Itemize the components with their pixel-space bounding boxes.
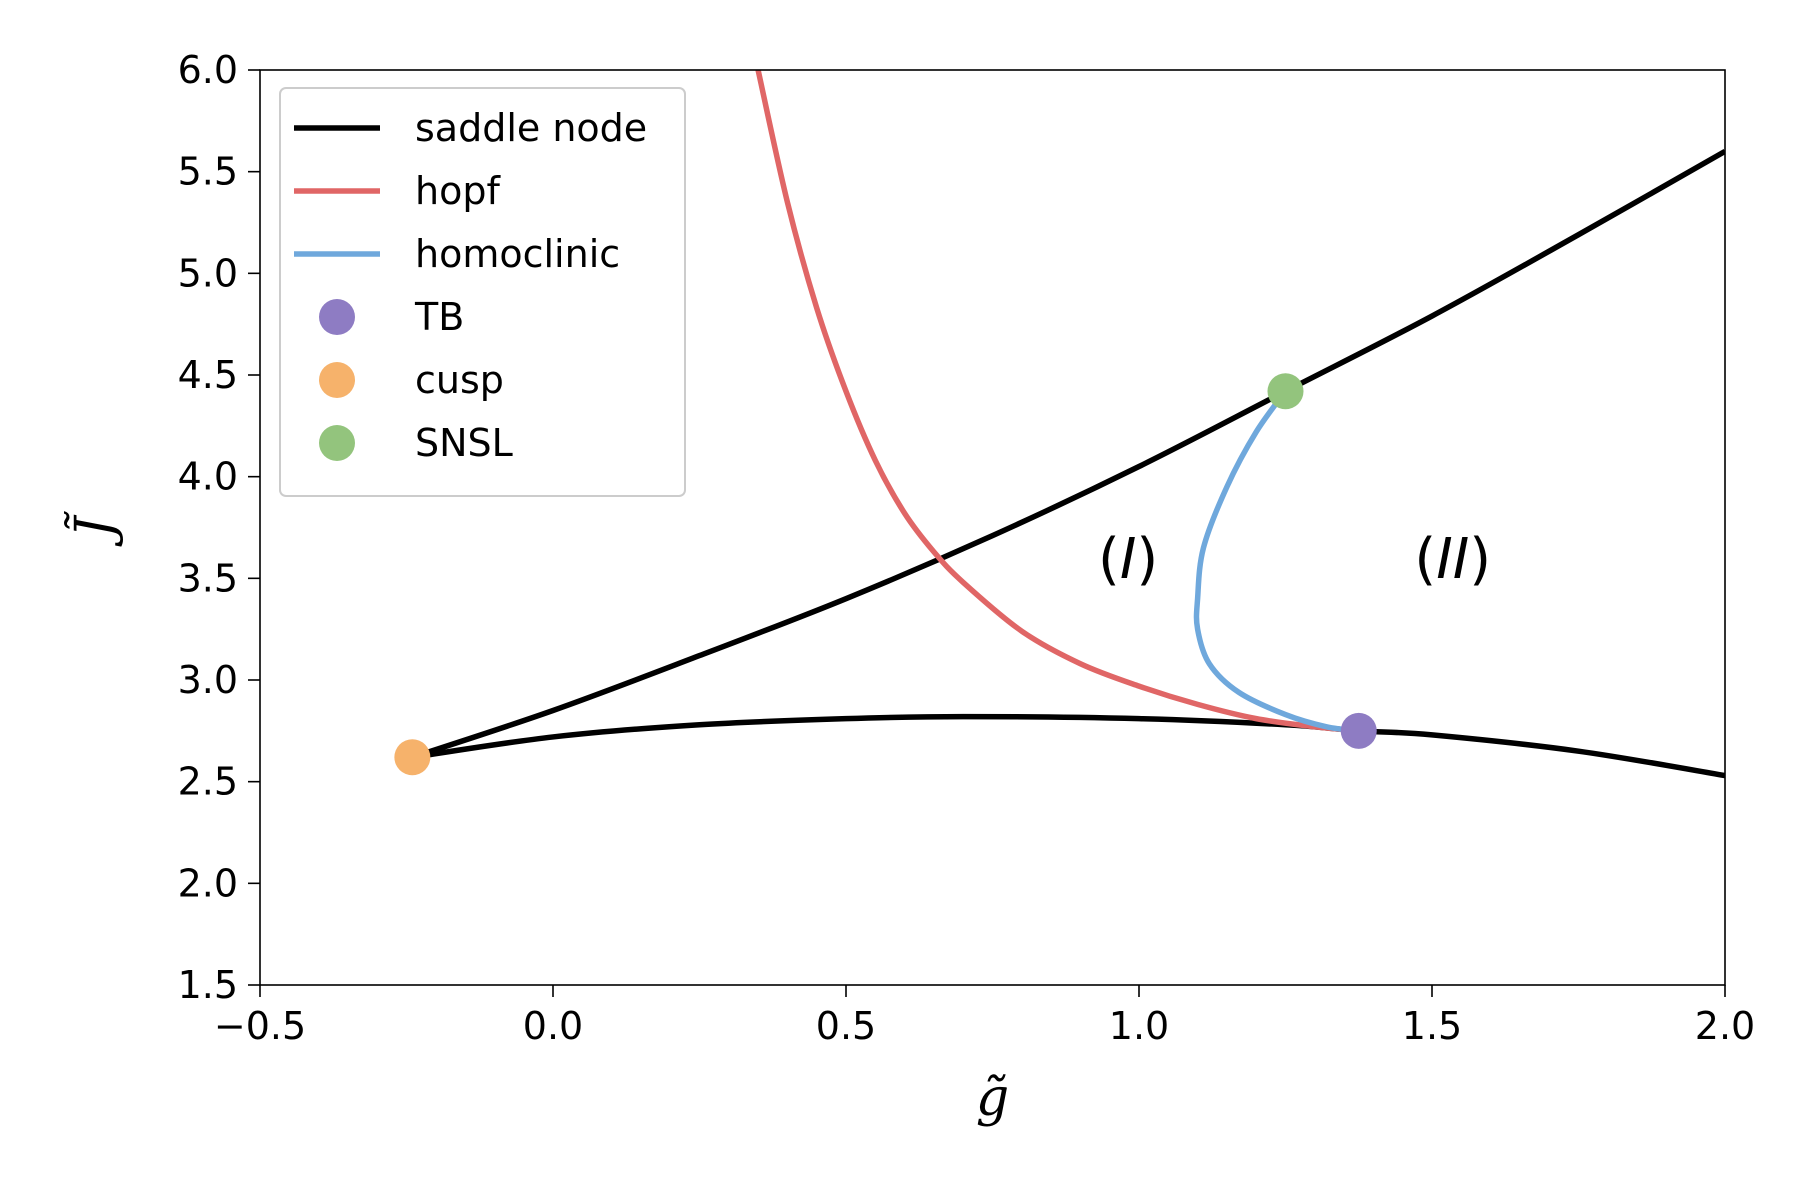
series-layer <box>411 70 1725 779</box>
legend-box <box>279 87 686 497</box>
homoclinic-line <box>1193 389 1360 734</box>
plot-frame <box>259 69 1726 986</box>
y-tick-label: 2.0 <box>178 861 238 905</box>
legend-swatch <box>319 299 355 335</box>
y-axis: 1.5 2.0 2.5 3.0 3.5 4.0 4.5 5.0 5.5 6.0 <box>178 48 260 1007</box>
y-tick-label: 6.0 <box>178 48 238 92</box>
y-tick-label: 5.0 <box>178 251 238 295</box>
y-tick-label: 3.5 <box>178 556 238 600</box>
legend: saddle node hopf homoclinic TB cusp SNSL <box>279 87 686 497</box>
marker-layer <box>394 373 1377 776</box>
legend-label: homoclinic <box>415 232 620 276</box>
saddle-node-line <box>411 713 1725 779</box>
x-axis-label: g̃ <box>976 1068 1009 1128</box>
cusp-marker <box>394 739 431 776</box>
x-tick-label: 1.0 <box>1109 1004 1169 1048</box>
x-tick-label: −0.5 <box>214 1004 306 1048</box>
snsl-marker <box>1267 373 1304 410</box>
y-tick-label: 4.5 <box>178 353 238 397</box>
legend-label: SNSL <box>415 421 513 465</box>
y-tick-label: 1.5 <box>178 963 238 1007</box>
annotation-layer: (I) (II) <box>1098 527 1491 592</box>
tb-marker <box>1340 712 1377 749</box>
legend-label: hopf <box>415 169 501 213</box>
legend-swatch <box>319 362 355 398</box>
x-tick-label: 0.5 <box>816 1004 876 1048</box>
y-tick-label: 5.5 <box>178 150 238 194</box>
y-tick-label: 3.0 <box>178 658 238 702</box>
saddle-node-line <box>411 148 1725 760</box>
hopf-line <box>755 70 1360 734</box>
legend-label: cusp <box>415 358 504 402</box>
x-tick-label: 2.0 <box>1695 1004 1755 1048</box>
y-tick-label: 4.0 <box>178 455 238 499</box>
legend-label: saddle node <box>415 106 647 150</box>
legend-label: TB <box>414 295 464 339</box>
y-tick-label: 2.5 <box>178 760 238 804</box>
x-tick-label: 0.0 <box>523 1004 583 1048</box>
x-tick-label: 1.5 <box>1402 1004 1462 1048</box>
region-label: (II) <box>1414 527 1491 592</box>
x-axis: −0.5 0.0 0.5 1.0 1.5 2.0 <box>214 985 1755 1048</box>
region-label: (I) <box>1098 527 1158 592</box>
legend-swatch <box>319 425 355 461</box>
y-axis-label: J̃ <box>64 510 125 547</box>
